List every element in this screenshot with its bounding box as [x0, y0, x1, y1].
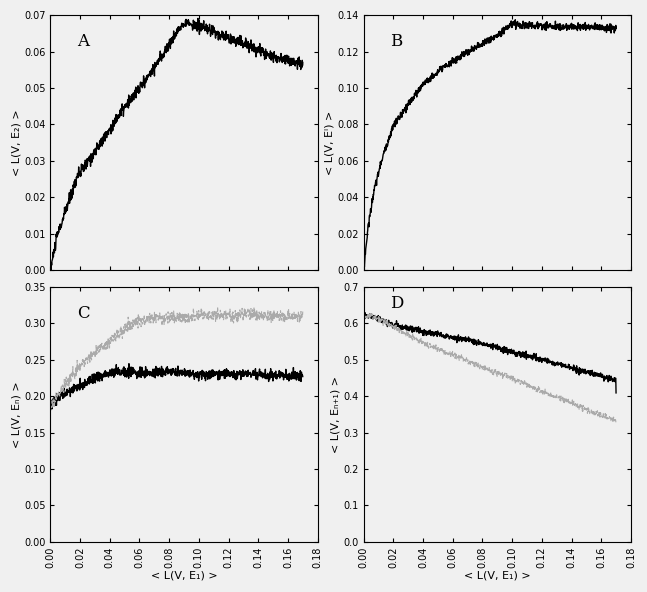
Y-axis label: < L(V, Eₙ) >: < L(V, Eₙ) >: [11, 381, 21, 448]
Text: B: B: [390, 33, 402, 50]
X-axis label: < L(V, E₁) >: < L(V, E₁) >: [151, 571, 217, 581]
X-axis label: < L(V, E₁) >: < L(V, E₁) >: [464, 571, 531, 581]
Y-axis label: < L(V, Eᴵ) >: < L(V, Eᴵ) >: [325, 111, 334, 175]
Y-axis label: < L(V, Eₙ₊₁) >: < L(V, Eₙ₊₁) >: [331, 376, 341, 453]
Text: A: A: [77, 33, 89, 50]
Y-axis label: < L(V, E₂) >: < L(V, E₂) >: [11, 109, 21, 176]
Text: C: C: [77, 305, 90, 321]
Text: D: D: [390, 295, 404, 311]
